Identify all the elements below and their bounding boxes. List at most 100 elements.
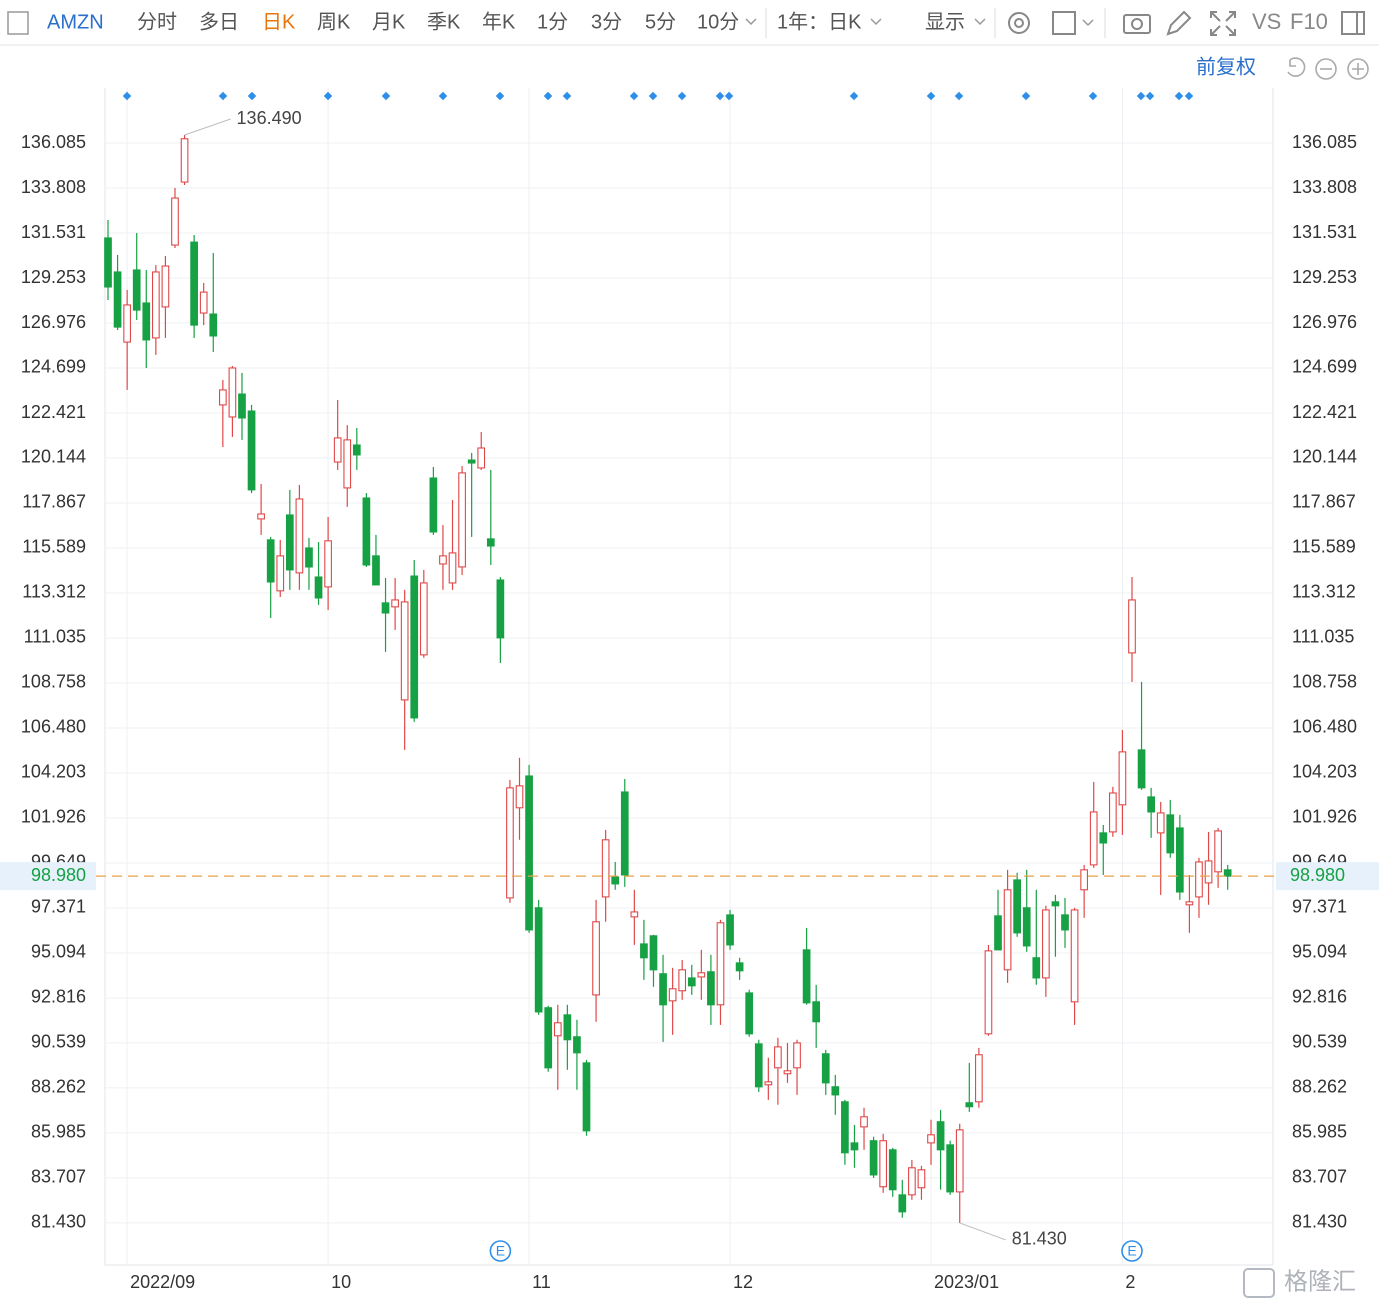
sidebar-toggle[interactable] xyxy=(7,11,29,35)
period-tab[interactable]: 日K xyxy=(262,11,296,33)
settings-icon[interactable] xyxy=(1008,12,1030,34)
y2-tick-label: 81.430 xyxy=(1292,1212,1347,1232)
candle-body xyxy=(611,876,620,885)
candle-body xyxy=(352,444,361,456)
y2-tick-label: 117.867 xyxy=(1292,492,1356,512)
panel-icon[interactable] xyxy=(1341,11,1365,35)
y2-tick-label: 115.589 xyxy=(1292,537,1356,557)
y-tick-label: 106.480 xyxy=(21,717,86,737)
period-tab[interactable]: 分时 xyxy=(137,10,177,33)
last-price-box-right xyxy=(1276,862,1379,891)
candle xyxy=(860,1107,868,1150)
candle xyxy=(1128,577,1136,682)
candle-body xyxy=(927,1134,935,1144)
y-tick-label: 101.926 xyxy=(21,807,86,827)
y-tick-label: 136.085 xyxy=(21,132,86,152)
candle xyxy=(486,469,495,565)
candle xyxy=(1223,864,1232,890)
reset-icon[interactable] xyxy=(1287,57,1306,77)
candle-body xyxy=(343,439,352,489)
candle xyxy=(419,569,428,658)
candle xyxy=(343,425,352,507)
candle-body xyxy=(419,582,428,656)
fullscreen-icon[interactable] xyxy=(1210,11,1236,36)
camera-icon[interactable] xyxy=(1123,14,1151,34)
watermark: 格隆汇 xyxy=(1284,1268,1356,1295)
candle xyxy=(745,989,754,1037)
annotation-leader xyxy=(959,1222,1006,1241)
period-tab[interactable]: 1分 xyxy=(537,10,568,33)
candle-body xyxy=(1137,749,1146,789)
candle-body xyxy=(467,459,476,464)
candle-body xyxy=(1070,909,1079,1003)
candle xyxy=(142,269,151,368)
y-tick-label: 92.816 xyxy=(31,987,86,1007)
candle xyxy=(400,589,409,750)
y2-tick-label: 95.094 xyxy=(1292,942,1347,962)
candle-body xyxy=(582,1062,591,1132)
candle xyxy=(276,539,285,597)
zoom-out-icon[interactable] xyxy=(1315,58,1337,80)
candle xyxy=(754,1039,763,1092)
candle xyxy=(879,1133,888,1193)
candle xyxy=(1109,786,1117,837)
period-tab[interactable]: 年K xyxy=(482,10,516,33)
adjust-mode[interactable]: 前复权 xyxy=(1196,55,1256,78)
candle xyxy=(620,778,629,887)
chevron xyxy=(745,18,757,26)
y-tick-label: 88.262 xyxy=(31,1077,86,1097)
event-marker[interactable] xyxy=(122,91,132,101)
candle-body xyxy=(1175,827,1184,893)
y2-tick-label: 97.371 xyxy=(1292,897,1347,917)
event-marker[interactable] xyxy=(438,91,448,101)
earnings-marker[interactable] xyxy=(1121,1240,1143,1262)
x-tick-label: 11 xyxy=(532,1272,551,1292)
event-marker[interactable] xyxy=(381,91,391,101)
candle-body xyxy=(1003,889,1012,971)
pen-icon[interactable] xyxy=(1166,10,1192,36)
symbol[interactable]: AMZN xyxy=(47,11,104,33)
candle-body xyxy=(592,921,600,996)
candle xyxy=(104,219,112,301)
candle xyxy=(869,1136,878,1178)
f10-button[interactable]: F10 xyxy=(1290,9,1328,34)
candle xyxy=(649,934,658,987)
shape-icon[interactable] xyxy=(1052,11,1076,35)
period-tab[interactable]: 多日 xyxy=(199,10,239,33)
candle xyxy=(1061,897,1069,948)
x-tick-label: 2022/09 xyxy=(130,1272,195,1292)
candle xyxy=(285,489,294,590)
candle-body xyxy=(1166,814,1175,854)
display-select[interactable]: 显示 xyxy=(925,11,965,33)
y-tick-label: 122.421 xyxy=(21,402,86,422)
candle xyxy=(1195,857,1203,918)
candle-body xyxy=(190,241,198,326)
y2-tick-label: 92.816 xyxy=(1292,987,1347,1007)
period-tab[interactable]: 周K xyxy=(317,11,351,33)
candle-body xyxy=(630,911,639,918)
candle-body xyxy=(247,410,256,491)
candle-body xyxy=(525,775,533,931)
event-marker[interactable] xyxy=(323,91,333,101)
event-marker[interactable] xyxy=(247,91,257,101)
candle-body xyxy=(333,437,342,463)
earnings-marker[interactable] xyxy=(489,1240,512,1262)
vs-button[interactable]: VS xyxy=(1252,9,1281,34)
candle xyxy=(314,542,323,605)
period-tab[interactable]: 5分 xyxy=(645,10,676,33)
candle xyxy=(467,452,476,537)
y-tick-label: 131.531 xyxy=(21,222,86,242)
range-select[interactable]: 1年：日K xyxy=(777,10,862,33)
period-tab[interactable]: 月K xyxy=(372,11,406,33)
period-tab[interactable]: 10分 xyxy=(697,10,739,33)
event-marker[interactable] xyxy=(218,91,228,101)
event-marker[interactable] xyxy=(495,91,505,101)
y-tick-label: 111.035 xyxy=(24,627,86,647)
zoom-in-icon[interactable] xyxy=(1347,58,1369,80)
candle-body xyxy=(1080,869,1088,891)
candle xyxy=(132,233,141,320)
period-tab[interactable]: 季K xyxy=(427,10,461,33)
candle xyxy=(936,1109,945,1190)
watermark-icon xyxy=(1243,1268,1275,1298)
period-tab[interactable]: 3分 xyxy=(591,10,622,33)
